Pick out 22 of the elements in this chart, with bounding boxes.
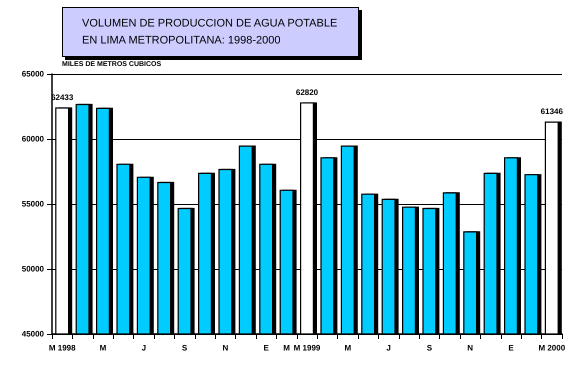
data-label: 62820 (296, 88, 319, 97)
x-tick-label: M (283, 344, 290, 352)
x-tick-label: M 1999 (294, 344, 321, 352)
x-tick-label: J (142, 344, 146, 352)
x-tick-label: M (100, 344, 107, 352)
y-tick-label: 45000 (22, 330, 45, 338)
x-tick-label: M (344, 344, 352, 352)
y-tick-label: 50000 (22, 264, 45, 274)
y-tick-label: 55000 (22, 200, 45, 208)
x-tick-label: M 1998 (48, 344, 76, 352)
x-tick-label: N (222, 344, 229, 352)
chart-title: VOLUMEN DE PRODUCCION DE AGUA POTABLE EN LIMA METROPOLITANA: 1998-2000 (82, 18, 338, 46)
x-tick-label: E (264, 344, 270, 352)
y-tick-label: 65000 (22, 70, 45, 78)
x-tick-label: S (182, 344, 188, 352)
data-label: 61346 (540, 107, 564, 116)
x-tick-label: M 2000 (538, 344, 566, 352)
y-tick-label: 60000 (22, 134, 45, 144)
x-tick-label: J (386, 344, 391, 352)
x-tick-label: N (467, 344, 474, 352)
x-tick-label: E (508, 344, 514, 352)
x-tick-label: S (426, 344, 433, 352)
